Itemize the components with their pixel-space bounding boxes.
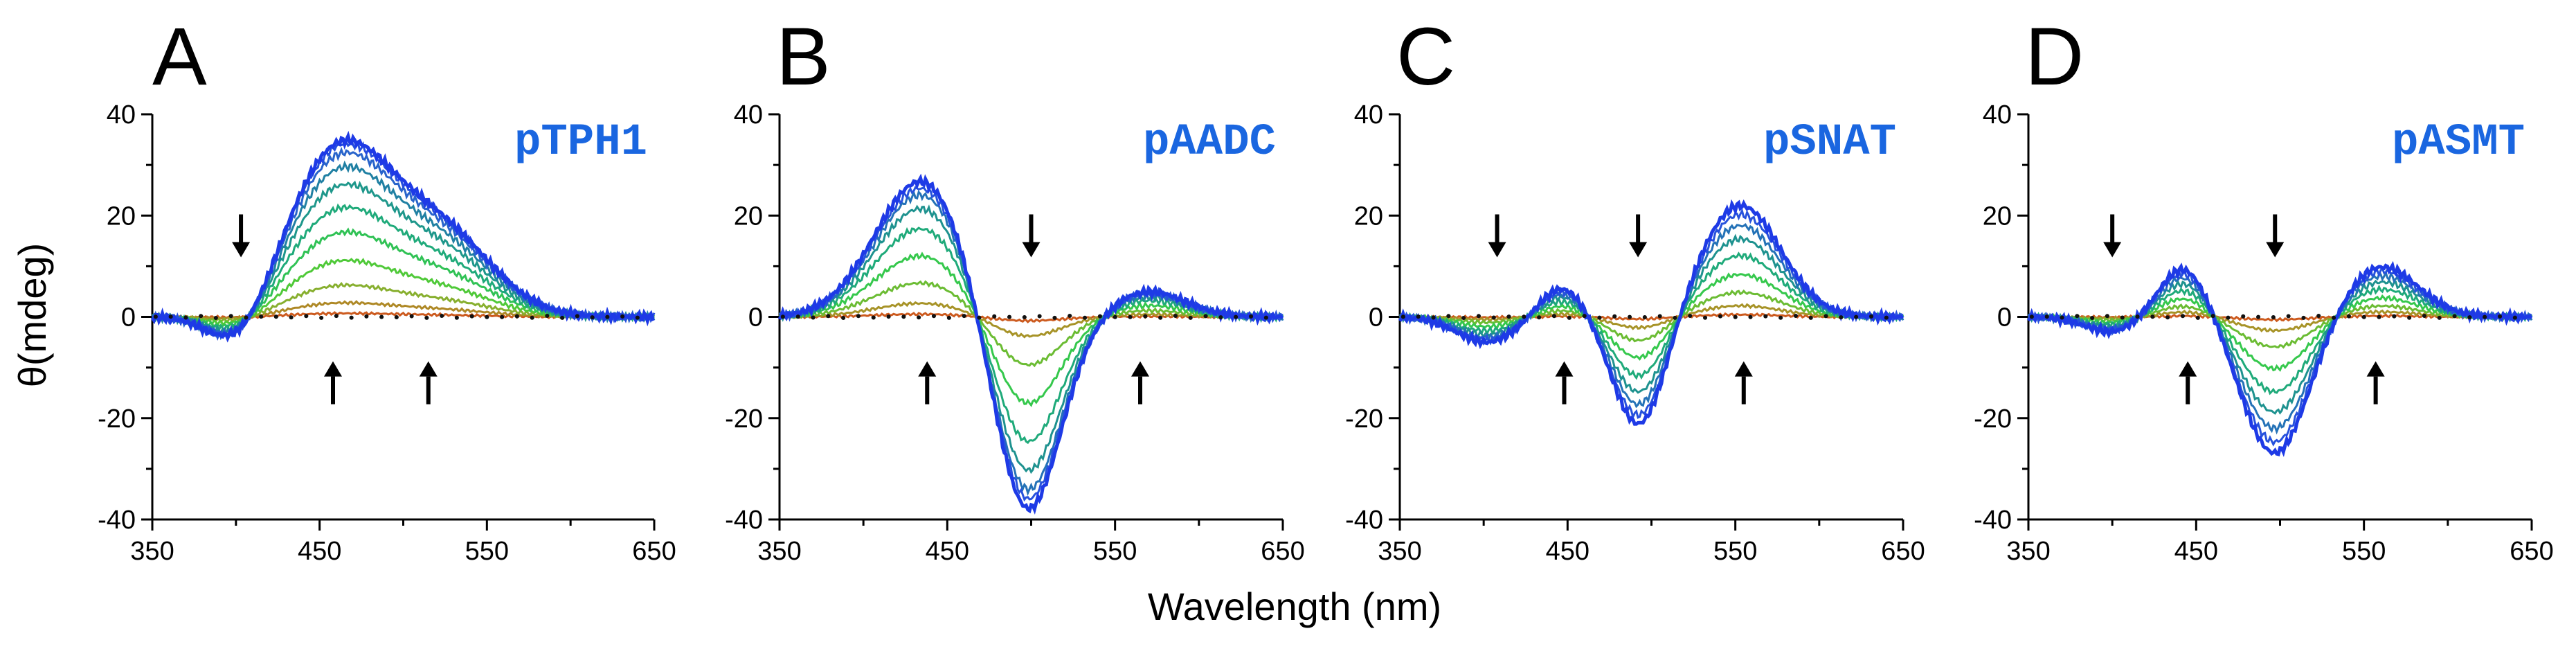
- panel-letter: A: [152, 11, 207, 103]
- y-tick-label: 20: [734, 202, 763, 231]
- arrow-up-icon: [324, 361, 342, 404]
- x-tick-label: 450: [298, 537, 341, 566]
- panel-title: pTPH1: [514, 118, 647, 168]
- arrow-down-icon: [1629, 214, 1648, 258]
- y-tick-label: -40: [1974, 506, 2012, 535]
- y-tick-label: 40: [1354, 100, 1383, 130]
- arrow-up-icon: [2179, 361, 2197, 404]
- y-tick-label: 0: [1997, 303, 2012, 332]
- arrow-head: [1734, 361, 1753, 377]
- y-tick-label: -20: [1345, 404, 1383, 434]
- spectrum-line: [777, 173, 1284, 515]
- panel-letter: D: [2025, 11, 2084, 103]
- x-tick-label: 350: [130, 537, 174, 566]
- y-axis-title: θ(mdeg): [10, 243, 54, 388]
- spectrum-line: [1398, 199, 1904, 426]
- x-tick-label: 350: [1378, 537, 1421, 566]
- arrow-head: [2179, 361, 2197, 377]
- arrow-down-icon: [2266, 214, 2285, 258]
- spectrum-line: [778, 186, 1284, 502]
- x-axis-title: Wavelength (nm): [1148, 585, 1441, 628]
- y-tick-label: 20: [1983, 202, 2012, 231]
- panel-letter: B: [776, 11, 831, 103]
- spectrum-line: [779, 301, 1284, 339]
- arrow-up-icon: [1555, 361, 1574, 404]
- x-tick-label: 450: [1546, 537, 1589, 566]
- arrow-head: [1131, 361, 1150, 377]
- panel-title: pSNAT: [1763, 118, 1896, 168]
- panel-title: pASMT: [2392, 118, 2525, 168]
- x-tick-label: 550: [1093, 537, 1137, 566]
- x-tick-label: 350: [2006, 537, 2050, 566]
- arrow-head: [1555, 361, 1574, 377]
- y-tick-label: -20: [725, 404, 763, 434]
- x-tick-label: 650: [1261, 537, 1304, 566]
- x-tick-label: 450: [2174, 537, 2218, 566]
- arrow-up-icon: [1131, 361, 1150, 404]
- y-tick-label: 20: [1354, 202, 1383, 231]
- arrow-up-icon: [1734, 361, 1753, 404]
- arrow-head: [419, 361, 438, 377]
- y-tick-label: 0: [748, 303, 763, 332]
- baseline-dots: [1400, 314, 1889, 320]
- spectrum-line: [2027, 266, 2532, 447]
- y-tick-label: -40: [725, 506, 763, 535]
- x-tick-label: 550: [2342, 537, 2386, 566]
- y-tick-label: 20: [107, 202, 136, 231]
- y-tick-label: -20: [1974, 404, 2012, 434]
- arrow-head: [918, 361, 937, 377]
- arrow-up-icon: [419, 361, 438, 404]
- y-tick-label: 0: [1369, 303, 1383, 332]
- y-tick-label: 40: [107, 100, 136, 130]
- panel-letter: C: [1396, 11, 1455, 103]
- arrow-up-icon: [918, 361, 937, 404]
- x-tick-label: 350: [757, 537, 801, 566]
- y-tick-label: 40: [1983, 100, 2012, 130]
- baseline-dots: [780, 314, 1268, 320]
- arrow-down-icon: [1022, 214, 1041, 258]
- spectrum-line: [2027, 278, 2532, 415]
- arrow-head: [2103, 242, 2122, 258]
- spectrum-line: [1399, 289, 1904, 343]
- x-tick-label: 550: [465, 537, 509, 566]
- arrow-head: [2266, 242, 2285, 258]
- y-tick-label: -40: [98, 506, 136, 535]
- baseline-dots: [153, 314, 640, 320]
- arrow-head: [232, 242, 251, 258]
- x-tick-label: 450: [926, 537, 969, 566]
- spectrum-line: [150, 130, 655, 343]
- panel-title: pAADC: [1143, 118, 1276, 168]
- arrow-down-icon: [1488, 214, 1506, 258]
- spectrum-line: [151, 146, 655, 341]
- spectrum-line: [2027, 269, 2533, 435]
- arrow-head: [324, 361, 342, 377]
- arrow-down-icon: [2103, 214, 2122, 258]
- spectrum-line: [2026, 260, 2533, 457]
- arrow-down-icon: [232, 214, 251, 258]
- y-tick-label: 40: [734, 100, 763, 130]
- arrow-head: [1488, 242, 1506, 258]
- spectrum-line: [151, 138, 656, 341]
- spectrum-line: [2028, 284, 2532, 395]
- y-tick-label: -20: [98, 404, 136, 434]
- baseline-dots: [2029, 314, 2517, 320]
- y-tick-label: 0: [121, 303, 136, 332]
- x-tick-label: 550: [1713, 537, 1757, 566]
- arrow-head: [1629, 242, 1648, 258]
- arrow-head: [2366, 361, 2385, 377]
- arrow-head: [1022, 242, 1041, 258]
- y-tick-label: -40: [1345, 506, 1383, 535]
- x-tick-label: 650: [632, 537, 676, 566]
- x-tick-label: 650: [2510, 537, 2553, 566]
- arrow-up-icon: [2366, 361, 2385, 404]
- x-tick-label: 650: [1881, 537, 1925, 566]
